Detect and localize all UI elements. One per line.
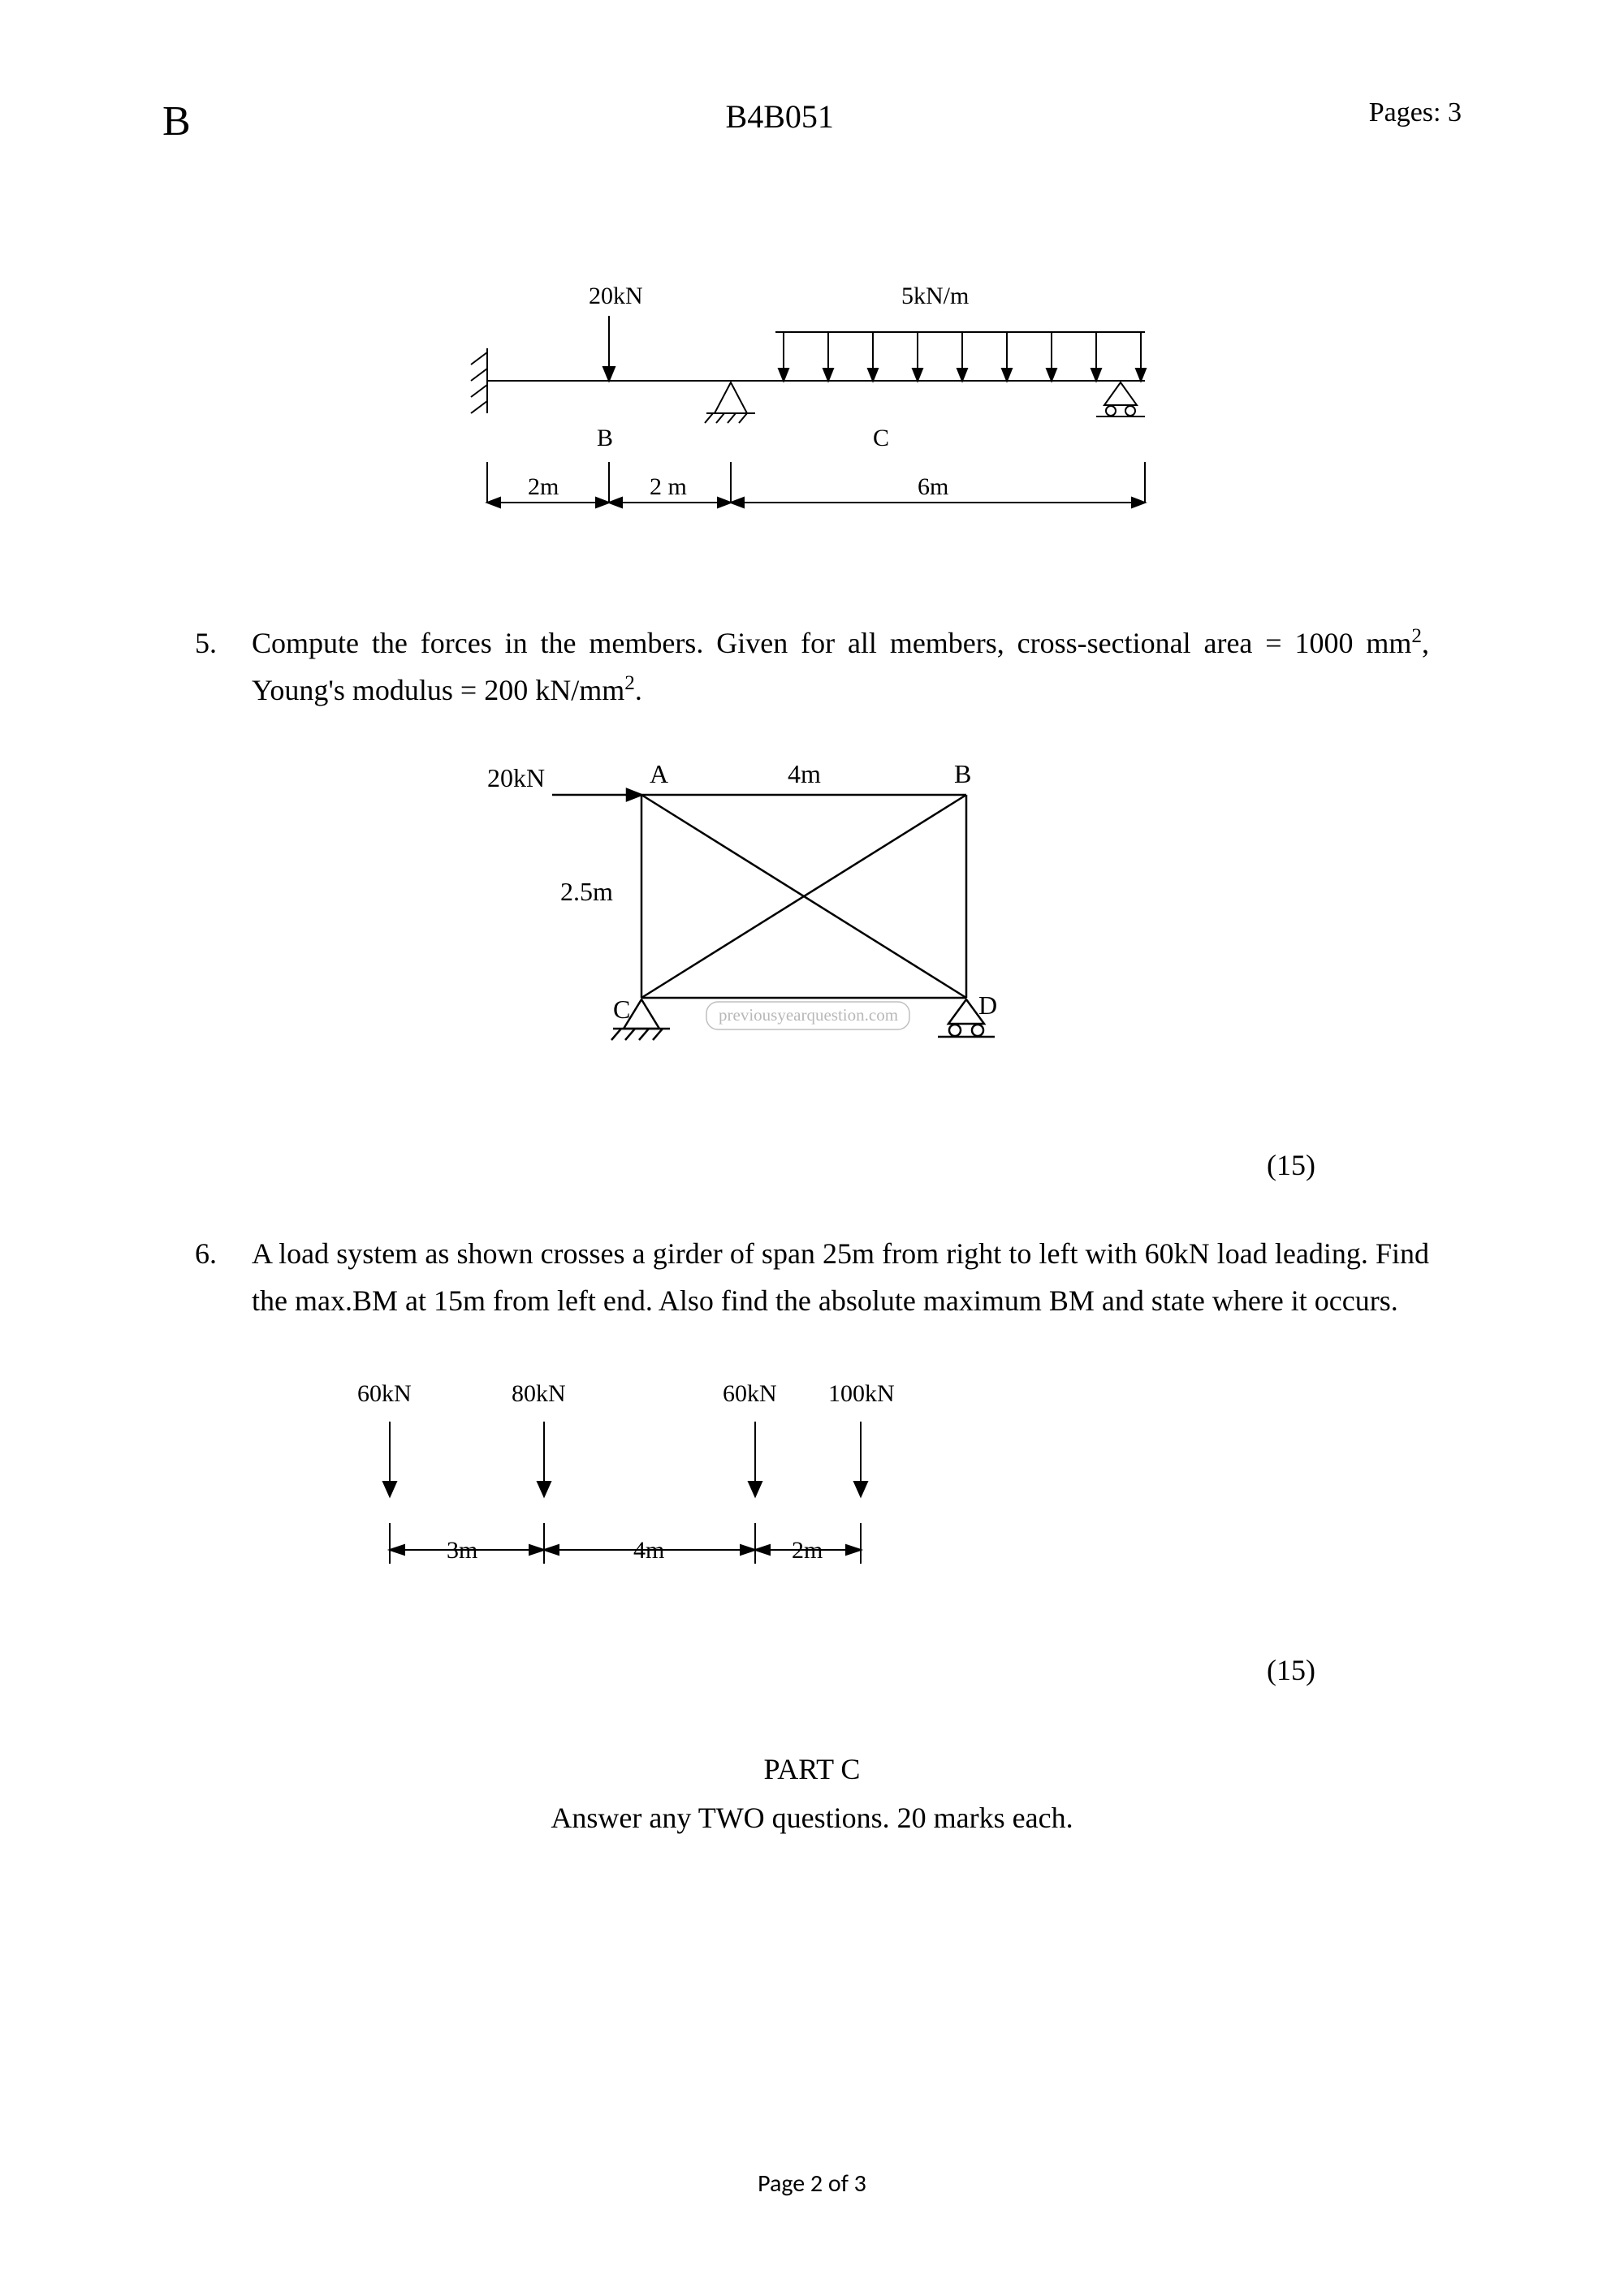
question-6: 6. A load system as shown crosses a gird… [195,1231,1429,1324]
truss-node-d: D [978,990,997,1020]
series-letter: B [162,97,191,145]
truss-height-label: 2.5m [560,877,613,906]
spacing-2: 4m [633,1537,664,1564]
q5-text: Compute the forces in the members. Given… [252,620,1429,714]
spacing-1: 3m [447,1537,477,1564]
page-footer: Page 2 of 3 [0,2169,1624,2199]
beam-span-3: 6m [918,473,948,500]
load-2: 80kN [512,1380,566,1407]
part-c-title: PART C [162,1752,1462,1786]
watermark: previousyearquestion.com [719,1005,898,1025]
beam-diagram: 20kN 5kN/m B C 2m 2 m 6m [162,259,1462,572]
truss-node-b: B [954,759,971,788]
truss-node-c: C [613,995,630,1024]
page-header: B B4B051 Pages: 3 [162,97,1462,145]
spacing-3: 2m [792,1537,823,1564]
truss-node-a: A [650,759,668,788]
beam-label-b: B [597,425,613,451]
beam-span-1: 2m [528,473,559,500]
q5-text-p3: . [635,674,642,706]
truss-force-label: 20kN [487,763,545,792]
load-train-diagram: 60kN 80kN 60kN 100kN 3m 4m 2m [162,1349,1462,1604]
q5-number: 5. [195,620,252,714]
q5-sup2: 2 [624,672,635,694]
q5-marks: (15) [162,1148,1315,1182]
part-c-instruction: Answer any TWO questions. 20 marks each. [162,1801,1462,1835]
truss-diagram: previousyearquestion.com 20kN A 4m B 2.5… [162,738,1462,1099]
load-3: 60kN [723,1380,777,1407]
page-count: Pages: 3 [1369,97,1462,128]
q6-marks: (15) [162,1653,1315,1687]
load-4: 100kN [828,1380,895,1407]
load-1: 60kN [357,1380,412,1407]
q6-text: A load system as shown crosses a girder … [252,1231,1429,1324]
paper-code: B4B051 [726,97,834,136]
beam-label-c: C [873,425,889,451]
beam-point-load-label: 20kN [589,283,643,309]
q5-sup1: 2 [1411,625,1422,647]
q5-text-p1: Compute the forces in the members. Given… [252,627,1411,659]
question-5: 5. Compute the forces in the members. Gi… [195,620,1429,714]
truss-width-label: 4m [788,759,821,788]
q6-number: 6. [195,1231,252,1324]
beam-span-2: 2 m [650,473,687,500]
beam-udl-label: 5kN/m [901,283,969,309]
exam-page: B B4B051 Pages: 3 [0,0,1624,2296]
